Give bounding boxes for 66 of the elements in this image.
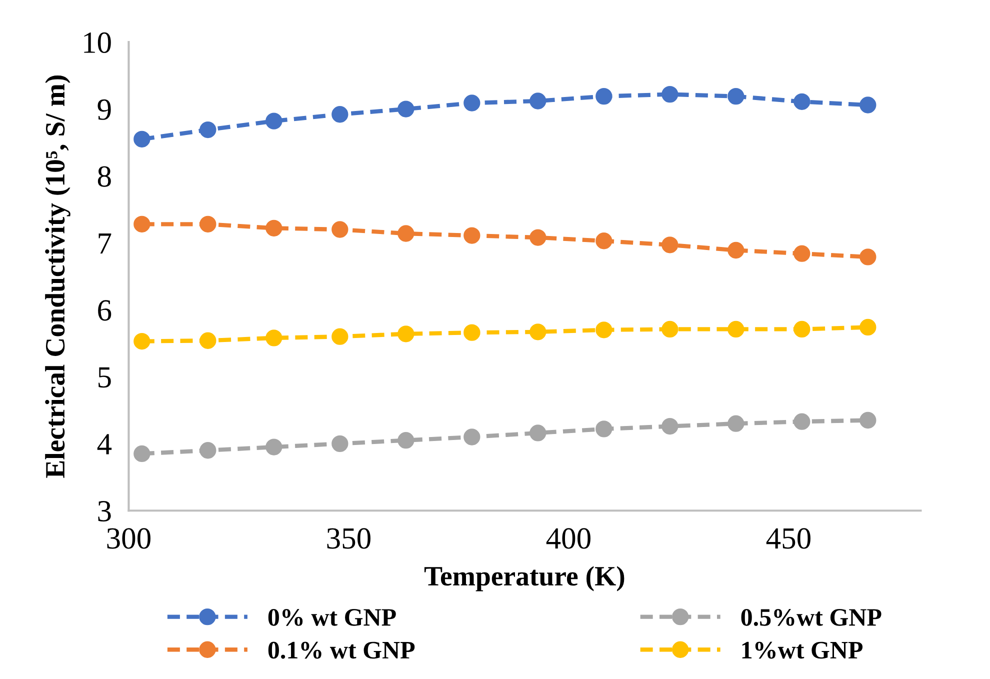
point <box>662 320 678 338</box>
point <box>662 86 678 103</box>
point <box>530 229 546 246</box>
point <box>860 318 876 336</box>
point <box>332 221 348 238</box>
point <box>200 442 216 459</box>
y-tick-label: 6 <box>98 300 112 321</box>
x-tick-label: 350 <box>327 528 370 549</box>
y-tick-label: 4 <box>97 434 112 454</box>
x-tick-label: 400 <box>546 528 590 549</box>
point <box>266 438 282 456</box>
legend-label: 0.5%wt GNP <box>741 608 882 626</box>
x-axis-title: Temperature (K) <box>424 566 624 592</box>
point <box>200 216 216 232</box>
legend-label: 0% wt GNP <box>268 608 396 626</box>
y-tick-label: 3 <box>98 500 111 522</box>
point <box>134 445 150 462</box>
y-tick-label: 7 <box>98 233 112 254</box>
point <box>794 320 810 338</box>
point <box>464 94 480 112</box>
point <box>398 100 414 118</box>
y-axis-title: Electrical Conductivity (10⁵, S/ m) <box>45 76 70 478</box>
point <box>794 245 810 262</box>
point <box>266 112 282 130</box>
point <box>134 130 150 148</box>
point <box>728 88 744 105</box>
x-tick-label: 450 <box>766 528 810 549</box>
point <box>332 328 348 345</box>
point <box>794 413 810 430</box>
point <box>398 326 414 342</box>
point <box>266 330 282 346</box>
point <box>530 424 546 442</box>
y-tick-label: 5 <box>98 367 111 388</box>
point <box>464 324 480 341</box>
point <box>332 435 348 452</box>
point <box>134 216 150 232</box>
point <box>266 220 282 236</box>
point <box>134 332 150 350</box>
point <box>794 93 810 110</box>
point <box>200 332 216 349</box>
point <box>332 106 348 123</box>
point <box>596 420 612 438</box>
point <box>728 415 744 432</box>
point <box>860 412 876 429</box>
point <box>530 324 546 340</box>
y-tick-label: 9 <box>98 99 111 120</box>
point <box>860 96 876 114</box>
x-tick-label: 300 <box>107 528 150 549</box>
legend-label: 0.1% wt GNP <box>268 642 415 659</box>
point <box>596 232 612 250</box>
point <box>398 432 414 449</box>
point <box>530 92 546 110</box>
point <box>728 242 744 259</box>
point <box>662 236 678 254</box>
point <box>596 322 612 338</box>
legend-label: 1%wt GNP <box>742 642 863 659</box>
point <box>596 88 612 105</box>
point <box>662 418 678 435</box>
point <box>464 428 480 446</box>
point <box>728 320 744 338</box>
point <box>860 248 876 266</box>
point <box>464 227 480 244</box>
point <box>398 225 414 242</box>
y-tick-label: 8 <box>98 166 111 187</box>
y-tick-label: 10 <box>84 32 111 53</box>
point <box>200 121 216 138</box>
